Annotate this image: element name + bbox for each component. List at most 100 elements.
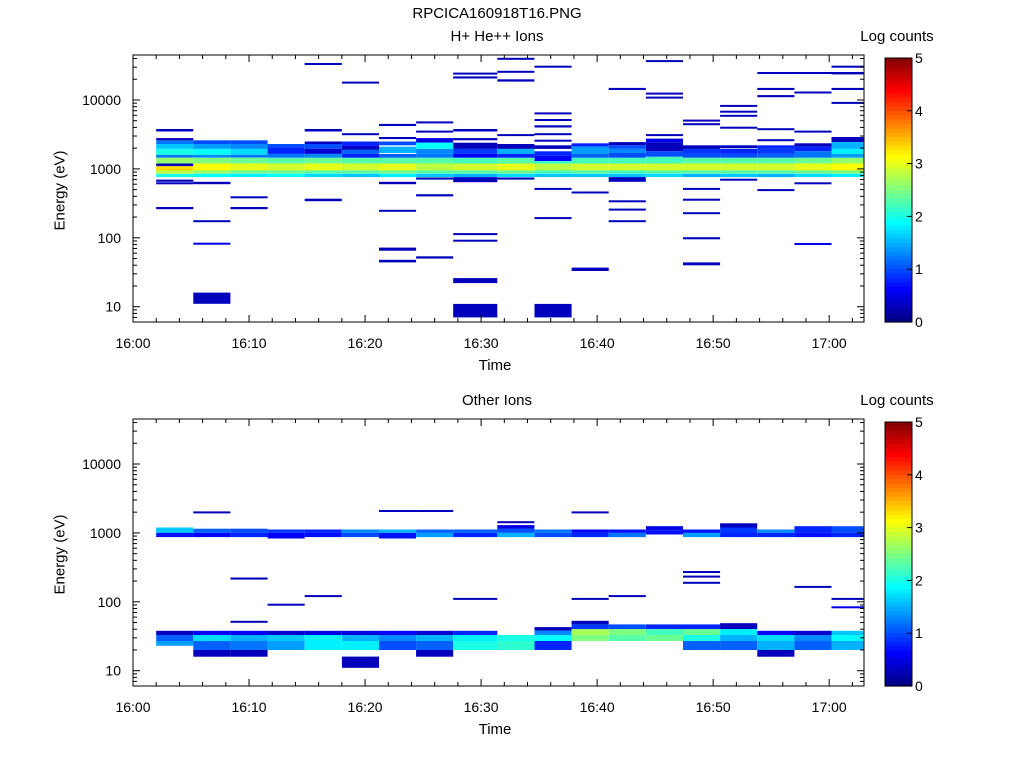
panel2-cell: [193, 511, 231, 514]
panel2-colorbar-segment: [885, 514, 912, 520]
panel2-cell: [304, 595, 342, 598]
panel2-cell: [453, 529, 498, 533]
panel2-cell: [720, 629, 758, 635]
panel2-cell: [267, 532, 305, 539]
panel2-cell: [683, 529, 721, 533]
panel2-cell: [831, 526, 864, 533]
panel1-cell: [497, 153, 535, 158]
panel1-colorbar-segment: [885, 300, 912, 305]
panel1-cell: [416, 138, 454, 143]
panel1-cell: [608, 145, 646, 149]
panel1-cell: [683, 163, 721, 171]
panel2-colorbar-segment: [885, 589, 912, 595]
panel2-ytick-label: 10000: [82, 456, 121, 472]
panel1-cell: [534, 173, 572, 178]
panel1-cell: [757, 163, 795, 171]
panel1-cell: [453, 303, 498, 318]
panel1-cell: [534, 161, 572, 164]
panel1-colorbar-segment: [885, 176, 912, 182]
panel1-cell: [608, 153, 646, 158]
panel1-cell: [534, 112, 572, 115]
panel2-cell: [267, 529, 305, 533]
panel2-colorbar-segment: [885, 602, 912, 608]
panel1-cell: [720, 173, 758, 178]
panel2-colorbar-segment: [885, 681, 912, 687]
panel1-cell: [720, 114, 758, 117]
panel1-cell: [757, 145, 795, 149]
panel1-colorbar-segment: [885, 124, 912, 129]
panel2-colorbar-segment: [885, 650, 912, 656]
panel2-cell: [571, 532, 609, 538]
panel1-cell: [608, 200, 646, 203]
panel1-cell: [720, 178, 758, 181]
panel1-cell: [416, 256, 454, 259]
panel2-cell: [534, 529, 572, 533]
panel1-cell: [497, 170, 535, 174]
panel2-colorbar-segment: [885, 672, 912, 678]
panel2-cell: [341, 656, 379, 668]
panel2-cell: [304, 529, 342, 533]
panel1-cell: [193, 181, 231, 185]
panel1-colorbar-segment: [885, 185, 912, 191]
panel2-colorbar-segment: [885, 505, 912, 511]
panel1-cell: [831, 153, 864, 158]
panel1-cell: [230, 173, 268, 178]
panel1-cell: [608, 220, 646, 223]
panel2-colorbar-segment: [885, 549, 912, 555]
panel1-cell: [571, 157, 609, 164]
panel1-cell: [645, 170, 683, 174]
panel2-colorbar-segment: [885, 637, 912, 643]
panel1-cell: [453, 239, 498, 242]
panel2-colorbar-tick-label: 3: [915, 520, 923, 536]
panel2-colorbar-segment: [885, 624, 912, 630]
panel2-cell: [571, 629, 609, 635]
panel2-cell: [608, 532, 646, 538]
panel2-cell: [193, 650, 231, 657]
panel1-cell: [304, 129, 342, 132]
panel1-colorbar-segment: [885, 269, 912, 275]
panel2-colorbar-segment: [885, 426, 912, 432]
panel2-cell: [534, 532, 572, 538]
panel1-cell: [757, 170, 795, 174]
panel1-cell: [534, 139, 572, 142]
panel1-cell: [267, 173, 305, 178]
panel1-cell: [193, 220, 231, 223]
panel2-colorbar-segment: [885, 580, 912, 586]
panel1-cell: [341, 81, 379, 84]
panel2-cell: [794, 585, 832, 588]
panel1-cell: [645, 134, 683, 137]
panel1-cell: [379, 259, 417, 263]
panel1-cell: [416, 148, 454, 154]
panel2-cell: [571, 597, 609, 600]
panel2-cell: [416, 529, 454, 533]
panel2-colorbar-frame: [884, 421, 913, 687]
panel2-xtick-label: 16:40: [580, 699, 615, 715]
panel2-cell: [794, 526, 832, 533]
panel1-cell: [341, 149, 379, 154]
panel2-cell: [497, 521, 535, 524]
panel1-colorbar-tick-label: 1: [915, 261, 923, 277]
panel2-cell: [379, 532, 417, 539]
panel1-cell: [416, 173, 454, 178]
panel1-colorbar-frame: [884, 57, 913, 323]
panel2-colorbar-segment: [885, 448, 912, 454]
panel2-ytick-label: 10: [105, 663, 121, 679]
panel1-cell: [534, 119, 572, 121]
panel2-cell: [193, 630, 231, 635]
panel1-cell: [534, 133, 572, 136]
panel1-cell: [683, 119, 721, 122]
panel1-colorbar-segment: [885, 71, 912, 77]
panel2-colorbar-tick-label: 4: [915, 467, 923, 483]
panel1-colorbar-segment: [885, 194, 912, 200]
panel1-cell: [230, 144, 268, 149]
panel2-xtick-label: 16:10: [232, 699, 267, 715]
panel1-cell: [720, 163, 758, 171]
panel2-cell: [645, 635, 683, 641]
panel1-cell: [720, 126, 758, 129]
panel2-cell: [497, 641, 535, 650]
panel1-cell: [497, 177, 535, 180]
panel2-cell: [534, 641, 572, 650]
panel2-colorbar-segment: [885, 430, 912, 436]
panel1-cell: [230, 140, 268, 144]
panel1-cell: [193, 292, 231, 304]
